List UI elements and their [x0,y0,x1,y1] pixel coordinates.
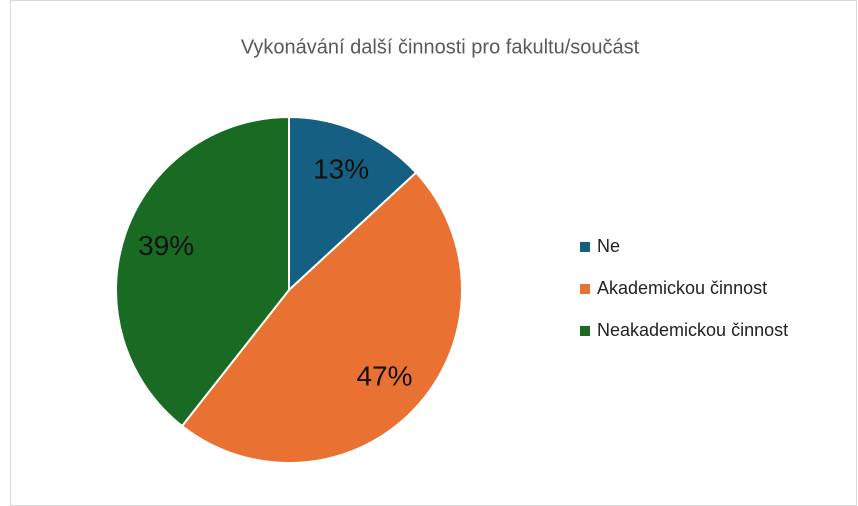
legend-label: Akademickou činnost [597,278,767,298]
pie-slice [115,115,290,428]
pie-slice [180,171,463,464]
legend-label: Neakademickou činnost [597,320,788,340]
pie-slice [288,115,418,293]
data-label: 47% [356,361,412,392]
legend-label: Ne [597,236,620,256]
data-label: 39% [138,230,194,261]
legend-marker [580,326,590,336]
chart-title: Vykonávání další činnosti pro fakultu/so… [241,36,640,58]
data-label: 13% [313,153,369,184]
legend-marker [580,242,590,252]
legend-marker [580,284,590,294]
